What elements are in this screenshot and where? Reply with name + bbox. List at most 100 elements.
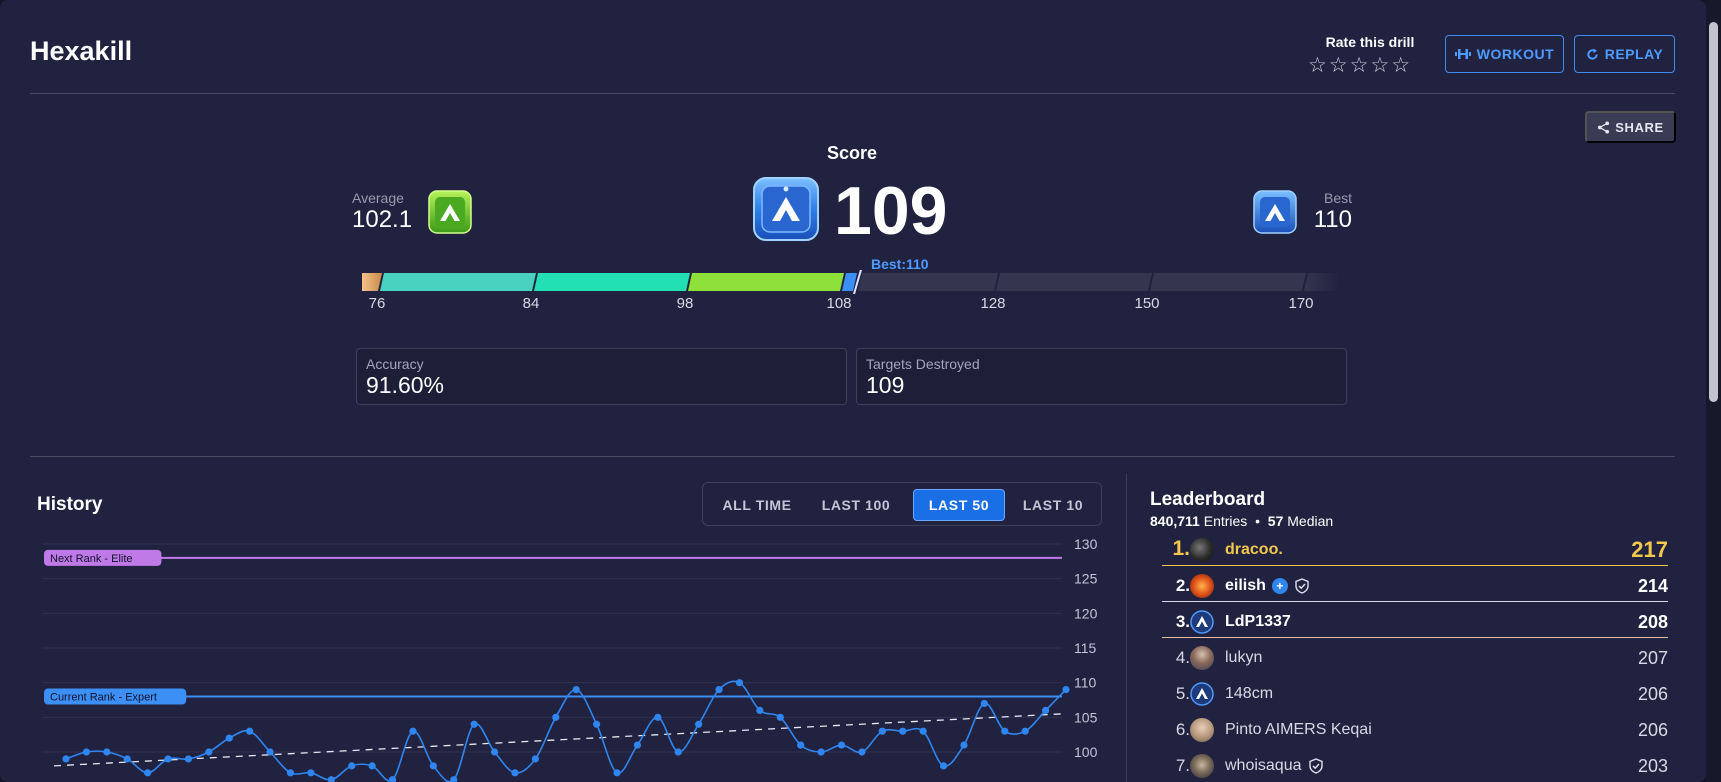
y-tick-label: 105 (1074, 709, 1098, 725)
row-underline (1162, 601, 1668, 602)
progress-tick: 128 (980, 295, 1006, 312)
share-icon (1598, 120, 1610, 134)
avatar (1190, 574, 1214, 598)
leaderboard-name[interactable]: LdP1337 (1225, 613, 1291, 631)
progress-segment-bronze (362, 273, 382, 291)
leaderboard-row[interactable]: 5. 148cm 206 (1150, 678, 1668, 710)
history-data-point (123, 755, 131, 763)
history-data-point (470, 720, 478, 728)
history-data-point (1021, 727, 1029, 735)
leaderboard-rank: 7. (1175, 756, 1190, 775)
history-data-point (62, 755, 70, 763)
history-data-point (1062, 686, 1070, 694)
history-data-point (184, 755, 193, 763)
plus-badge-icon: + (1271, 578, 1288, 594)
best-value: 110 (1313, 206, 1352, 233)
reference-line-badge (44, 549, 162, 566)
history-data-point (919, 727, 927, 735)
leaderboard-name[interactable]: Pinto AIMERS Keqai (1225, 721, 1372, 739)
history-data-point (817, 748, 825, 756)
history-data-point (205, 748, 213, 756)
leaderboard-name-text: 148cm (1225, 685, 1274, 702)
leaderboard-score: 208 (1637, 612, 1668, 632)
avatar (1190, 538, 1214, 562)
history-data-point (674, 748, 682, 756)
reference-line-label: Current Rank - Expert (50, 692, 157, 704)
median-label: Median (1287, 513, 1334, 529)
leaderboard-name[interactable]: dracoo. (1225, 541, 1283, 559)
accuracy-label: Accuracy (366, 356, 424, 372)
history-data-point (715, 686, 723, 694)
reference-line-label: Next Rank - Elite (50, 553, 133, 565)
history-data-point (164, 755, 172, 763)
shield-check-icon (1295, 578, 1309, 594)
progress-tick: 150 (1134, 295, 1160, 312)
tab-last-100[interactable]: LAST 100 (821, 497, 891, 513)
average-value: 102.1 (352, 206, 413, 233)
share-button[interactable]: SHARE (1585, 111, 1676, 143)
leaderboard-row[interactable]: 1. dracoo. 217 (1150, 534, 1668, 566)
history-data-point (654, 713, 662, 721)
rating-stars[interactable]: ☆☆☆☆☆ (1308, 54, 1413, 77)
y-tick-label: 115 (1074, 640, 1097, 656)
progress-segment-silver (380, 273, 536, 291)
history-data-point (409, 727, 417, 735)
shield-check-icon (1308, 758, 1323, 774)
leaderboard-score: 206 (1637, 684, 1668, 704)
leaderboard-row[interactable]: 2. eilish + 214 (1150, 570, 1668, 602)
tab-all-time[interactable]: ALL TIME (722, 497, 792, 513)
leaderboard-row[interactable]: 7. whoisaqua 203 (1150, 750, 1668, 782)
history-data-point (429, 762, 437, 770)
history-data-point (980, 699, 988, 708)
leaderboard-score: 207 (1637, 648, 1668, 668)
leaderboard-row[interactable]: 4. lukyn 207 (1150, 642, 1668, 674)
workout-button[interactable]: WORKOUT (1445, 35, 1564, 73)
row-underline (1162, 565, 1668, 566)
progress-tick: 108 (826, 295, 852, 312)
leaderboard-score: 214 (1637, 576, 1668, 596)
replay-button[interactable]: REPLAY (1574, 35, 1675, 73)
leaderboard-rank: 4. (1175, 648, 1190, 667)
leaderboard-name[interactable]: whoisaqua (1225, 757, 1324, 775)
tab-last-10[interactable]: LAST 10 (1022, 497, 1084, 513)
leaderboard-name[interactable]: 148cm (1225, 685, 1273, 703)
history-data-point (776, 713, 784, 721)
progress-tick: 98 (676, 295, 694, 312)
workout-button-label: WORKOUT (1476, 46, 1555, 62)
accuracy-stat: Accuracy 91.60% (356, 348, 847, 405)
rank-progress-bar (362, 270, 1340, 294)
avatar (1190, 754, 1214, 778)
avatar (1190, 646, 1214, 670)
history-data-point (144, 769, 152, 777)
scrollbar-thumb[interactable] (1709, 22, 1718, 402)
leaderboard-name[interactable]: eilish + (1225, 577, 1310, 595)
leaderboard-rank: 3. (1175, 612, 1190, 631)
leaderboard-name[interactable]: lukyn (1225, 649, 1262, 667)
targets-label: Targets Destroyed (866, 356, 980, 372)
leaderboard-name-text: eilish (1225, 577, 1266, 594)
history-range-tabs: ALL TIME LAST 100 LAST 50 LAST 10 (702, 482, 1102, 526)
progress-tick: 76 (368, 295, 386, 312)
y-tick-label: 110 (1074, 675, 1097, 691)
history-data-point (1041, 706, 1050, 714)
leaderboard-row[interactable]: 3. LdP1337 208 (1150, 606, 1668, 638)
best-marker-label: Best:110 (871, 256, 929, 272)
tab-last-50[interactable]: LAST 50 (913, 489, 1005, 521)
share-button-label: SHARE (1615, 119, 1664, 135)
history-data-point (837, 741, 846, 749)
avatar (1190, 718, 1214, 742)
leaderboard-name-text: dracoo. (1225, 541, 1283, 558)
summary-dot: • (1251, 513, 1264, 529)
page-scrollbar[interactable] (1706, 0, 1721, 782)
average-label: Average (352, 190, 404, 206)
entries-count: 840,711 (1150, 513, 1200, 529)
history-data-point (327, 776, 335, 782)
leaderboard-name-text: whoisaqua (1225, 757, 1302, 774)
history-data-point (613, 769, 621, 777)
average-rank-icon (428, 190, 472, 234)
history-data-point (899, 727, 907, 735)
history-data-point (531, 755, 539, 763)
history-data-point (797, 741, 805, 749)
leaderboard-row[interactable]: 6. Pinto AIMERS Keqai 206 (1150, 714, 1668, 746)
